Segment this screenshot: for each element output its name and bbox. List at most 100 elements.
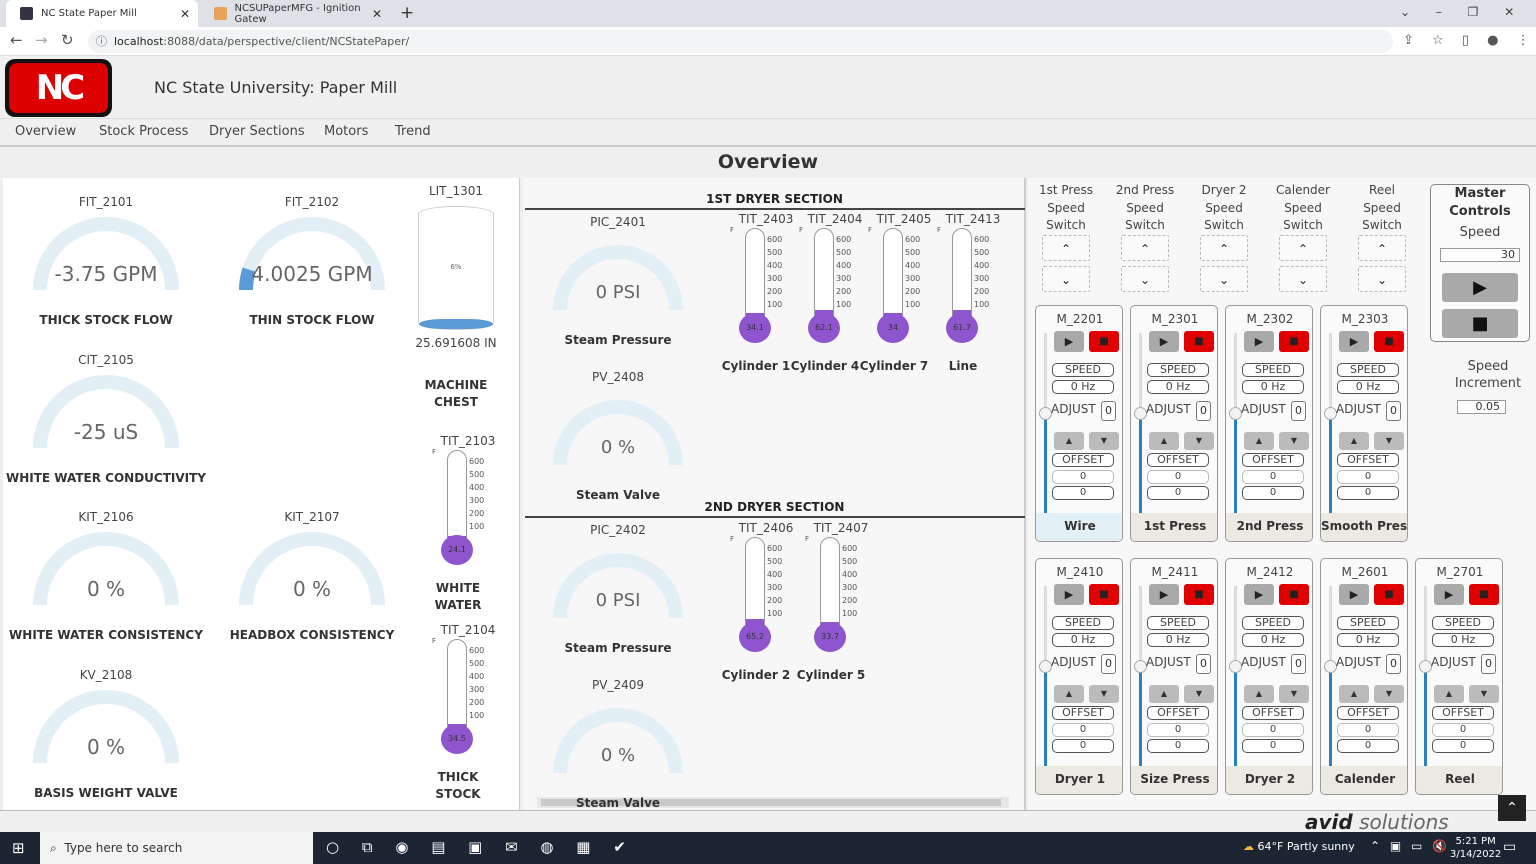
slider-handle[interactable] <box>1134 407 1147 420</box>
adjust-input[interactable]: 0 <box>1196 654 1211 674</box>
slider-handle[interactable] <box>1229 407 1242 420</box>
speed-down-button[interactable]: ⌄ <box>1121 266 1169 292</box>
adjust-button[interactable]: ADJUST <box>1241 402 1286 416</box>
motor-start-button[interactable]: ▶ <box>1054 331 1084 352</box>
offset-down-button[interactable]: ▼ <box>1184 432 1214 450</box>
close-tab-icon[interactable]: ✕ <box>371 6 382 21</box>
offset-down-button[interactable]: ▼ <box>1184 685 1214 703</box>
speed-up-button[interactable]: ⌃ <box>1042 235 1090 261</box>
notifications-icon[interactable]: ▭ <box>1503 839 1517 855</box>
offset-up-button[interactable]: ▲ <box>1339 685 1369 703</box>
master-speed-input[interactable]: 30 <box>1440 248 1520 262</box>
nav-stock-process[interactable]: Stock Process <box>99 124 189 139</box>
motor-start-button[interactable]: ▶ <box>1054 584 1084 605</box>
adjust-input[interactable]: 0 <box>1291 654 1306 674</box>
master-start-button[interactable]: ▶ <box>1442 273 1518 302</box>
url-input[interactable]: ⓘ localhost:8088/data/perspective/client/… <box>88 30 1393 53</box>
motor-start-button[interactable]: ▶ <box>1339 584 1369 605</box>
adjust-slider[interactable] <box>1234 333 1237 513</box>
slider-handle[interactable] <box>1039 407 1052 420</box>
adjust-slider[interactable] <box>1329 586 1332 766</box>
offset-input[interactable]: 0 <box>1337 723 1399 737</box>
close-tab-icon[interactable]: ✕ <box>179 6 190 21</box>
new-tab-button[interactable]: + <box>400 3 415 23</box>
adjust-input[interactable]: 0 <box>1386 654 1401 674</box>
system-tray-icons[interactable]: ⌃ ▣ ▭ 🔇 <box>1370 839 1448 853</box>
offset-input[interactable]: 0 <box>1337 470 1399 484</box>
adjust-button[interactable]: ADJUST <box>1051 655 1096 669</box>
motor-stop-button[interactable]: ■ <box>1089 331 1119 352</box>
speed-down-button[interactable]: ⌄ <box>1279 266 1327 292</box>
adjust-button[interactable]: ADJUST <box>1051 402 1096 416</box>
nav-overview[interactable]: Overview <box>15 124 77 139</box>
speed-up-button[interactable]: ⌃ <box>1279 235 1327 261</box>
offset-up-button[interactable]: ▲ <box>1149 685 1179 703</box>
motor-start-button[interactable]: ▶ <box>1244 584 1274 605</box>
adjust-slider[interactable] <box>1139 333 1142 513</box>
speed-up-button[interactable]: ⌃ <box>1358 235 1406 261</box>
adjust-button[interactable]: ADJUST <box>1146 402 1191 416</box>
speed-up-button[interactable]: ⌃ <box>1121 235 1169 261</box>
speed-down-button[interactable]: ⌄ <box>1200 266 1248 292</box>
window-controls[interactable]: ⌄ – ❐ ✕ <box>1400 5 1515 19</box>
slider-handle[interactable] <box>1324 407 1337 420</box>
motor-start-button[interactable]: ▶ <box>1339 331 1369 352</box>
offset-down-button[interactable]: ▼ <box>1469 685 1499 703</box>
adjust-input[interactable]: 0 <box>1291 401 1306 421</box>
offset-down-button[interactable]: ▼ <box>1279 685 1309 703</box>
motor-start-button[interactable]: ▶ <box>1149 331 1179 352</box>
motor-stop-button[interactable]: ■ <box>1279 584 1309 605</box>
motor-stop-button[interactable]: ■ <box>1279 331 1309 352</box>
browser-toolbar-icons[interactable]: ⇪ ☆ ▯ ● ⋮ <box>1403 33 1530 48</box>
motor-stop-button[interactable]: ■ <box>1374 331 1404 352</box>
scroll-to-top-button[interactable]: ⌃ <box>1498 795 1526 821</box>
motor-start-button[interactable]: ▶ <box>1244 331 1274 352</box>
adjust-slider[interactable] <box>1329 333 1332 513</box>
nav-dryer-sections[interactable]: Dryer Sections <box>209 124 305 139</box>
offset-input[interactable]: 0 <box>1052 470 1114 484</box>
offset-input[interactable]: 0 <box>1242 723 1304 737</box>
offset-up-button[interactable]: ▲ <box>1244 432 1274 450</box>
offset-down-button[interactable]: ▼ <box>1089 685 1119 703</box>
master-stop-button[interactable]: ■ <box>1442 309 1518 338</box>
offset-input[interactable]: 0 <box>1052 723 1114 737</box>
slider-handle[interactable] <box>1229 660 1242 673</box>
weather-widget[interactable]: ☁ 64°F Partly sunny <box>1243 840 1355 853</box>
speed-up-button[interactable]: ⌃ <box>1200 235 1248 261</box>
adjust-input[interactable]: 0 <box>1481 654 1496 674</box>
adjust-slider[interactable] <box>1044 586 1047 766</box>
offset-up-button[interactable]: ▲ <box>1054 685 1084 703</box>
motor-start-button[interactable]: ▶ <box>1149 584 1179 605</box>
adjust-button[interactable]: ADJUST <box>1431 655 1476 669</box>
slider-handle[interactable] <box>1419 660 1432 673</box>
offset-up-button[interactable]: ▲ <box>1054 432 1084 450</box>
adjust-input[interactable]: 0 <box>1196 401 1211 421</box>
adjust-button[interactable]: ADJUST <box>1336 655 1381 669</box>
motor-stop-button[interactable]: ■ <box>1089 584 1119 605</box>
offset-input[interactable]: 0 <box>1242 470 1304 484</box>
speed-increment-input[interactable]: 0.05 <box>1457 400 1506 414</box>
scrollbar-thumb[interactable] <box>541 799 1001 806</box>
offset-input[interactable]: 0 <box>1147 470 1209 484</box>
windows-start-icon[interactable]: ⊞ <box>12 839 25 857</box>
offset-up-button[interactable]: ▲ <box>1244 685 1274 703</box>
adjust-input[interactable]: 0 <box>1101 401 1116 421</box>
slider-handle[interactable] <box>1324 660 1337 673</box>
offset-input[interactable]: 0 <box>1432 723 1494 737</box>
adjust-slider[interactable] <box>1424 586 1427 766</box>
offset-up-button[interactable]: ▲ <box>1149 432 1179 450</box>
adjust-slider[interactable] <box>1234 586 1237 766</box>
offset-up-button[interactable]: ▲ <box>1434 685 1464 703</box>
speed-down-button[interactable]: ⌄ <box>1042 266 1090 292</box>
taskbar-app-icons[interactable]: ○ ⧉ ◉ ▤ ▣ ✉ ◍ ▦ ✔ <box>326 838 626 856</box>
motor-stop-button[interactable]: ■ <box>1374 584 1404 605</box>
clock[interactable]: 5:21 PM 3/14/2022 <box>1450 836 1502 860</box>
adjust-button[interactable]: ADJUST <box>1146 655 1191 669</box>
adjust-input[interactable]: 0 <box>1101 654 1116 674</box>
tab-ignition-gateway[interactable]: NCSUPaperMFG - Ignition Gatew ✕ <box>200 0 390 27</box>
adjust-button[interactable]: ADJUST <box>1336 402 1381 416</box>
motor-stop-button[interactable]: ■ <box>1469 584 1499 605</box>
offset-down-button[interactable]: ▼ <box>1374 432 1404 450</box>
nav-trend[interactable]: Trend <box>395 124 431 139</box>
motor-stop-button[interactable]: ■ <box>1184 331 1214 352</box>
